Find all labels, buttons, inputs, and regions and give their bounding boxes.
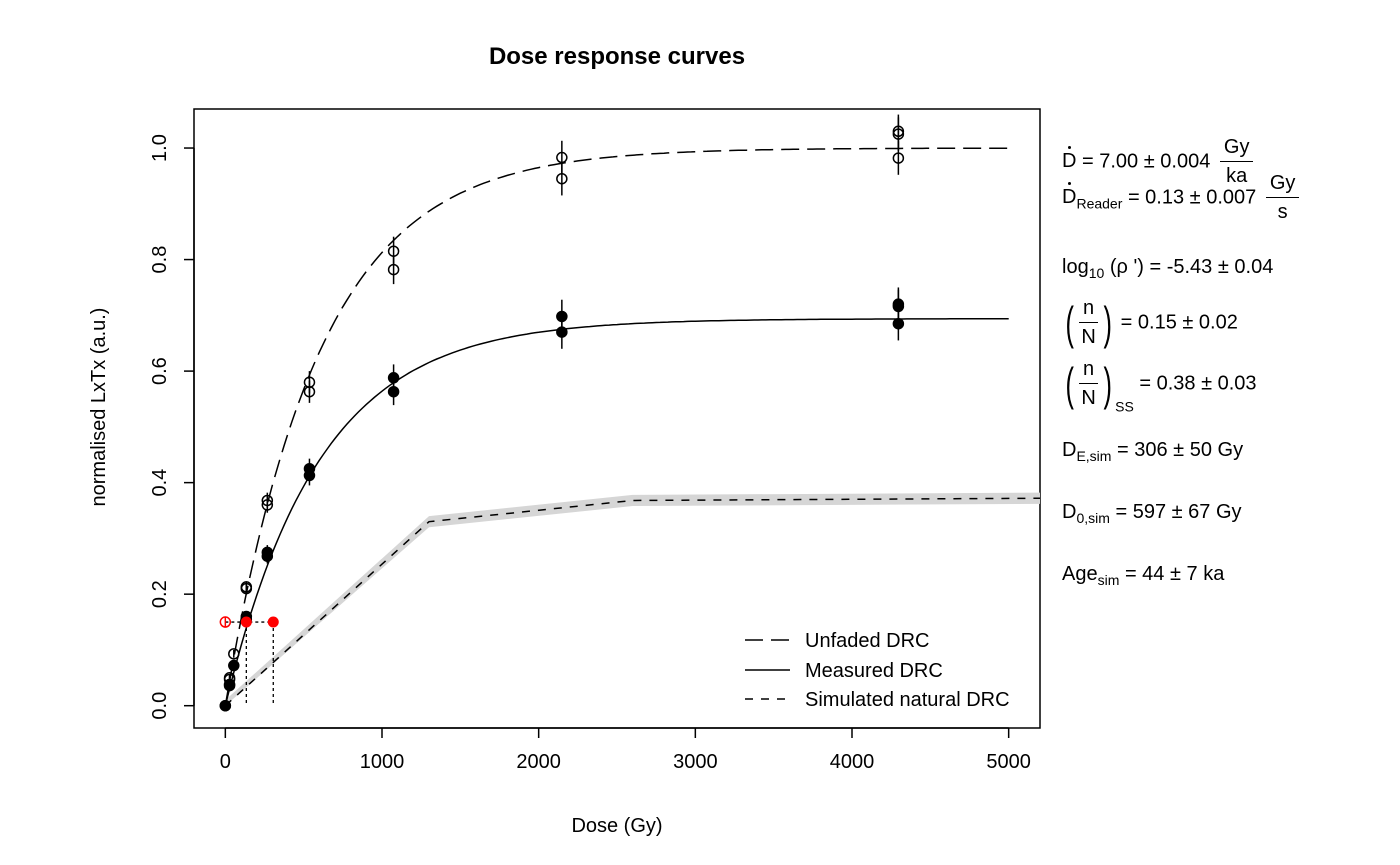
- annotation-d0-sim: D0,sim = 597 ± 67 Gy: [1062, 501, 1242, 526]
- dose-rate-value: = 7.00 ± 0.004: [1082, 150, 1211, 173]
- nN-ss-num: n: [1078, 358, 1099, 384]
- unfaded-point-2: [223, 672, 236, 684]
- x-axis-label: Dose (Gy): [571, 815, 662, 837]
- annotation-dose-rate: D = 7.00 ± 0.004 Gy ka: [1062, 136, 1254, 188]
- x-tick-label-4: 4000: [830, 751, 875, 773]
- dose-rate-unit-den: ka: [1226, 165, 1248, 187]
- unfaded-point-11: [387, 245, 400, 257]
- measured-point-11: [387, 372, 400, 384]
- age-sim-sub: sim: [1097, 572, 1120, 588]
- y-tick-label-5: 1.0: [149, 134, 171, 162]
- reader-rate-unit-den: s: [1277, 201, 1288, 223]
- measured-de-point: [240, 616, 252, 628]
- unfaded-point-13: [556, 151, 568, 164]
- measured-curve: [224, 318, 1009, 706]
- unfaded-point-0: [219, 699, 232, 712]
- dose-rate-unit-num: Gy: [1219, 136, 1254, 162]
- unfaded-point-9: [303, 376, 316, 389]
- measured-point-13: [556, 310, 568, 323]
- d0-sim-value: = 597 ± 67 Gy: [1115, 501, 1242, 523]
- rho-value: (ρ ') = -5.43 ± 0.04: [1109, 256, 1274, 278]
- x-tick-label-1: 1000: [360, 751, 405, 773]
- de-sim-sub: E,sim: [1076, 448, 1112, 464]
- natural-signal-layer: [219, 616, 279, 706]
- unfaded-point-16: [892, 125, 905, 138]
- dose-rate-symbol: D: [1062, 146, 1077, 173]
- y-tick-label-1: 0.2: [149, 580, 171, 608]
- reader-rate-sub: Reader: [1076, 195, 1123, 212]
- measured-point-3: [228, 659, 240, 672]
- annotation-de-sim: DE,sim = 306 ± 50 Gy: [1062, 439, 1243, 464]
- nN-fraction: ( n N ): [1065, 297, 1112, 349]
- reader-rate-symbol: D: [1062, 182, 1077, 209]
- rho-sub: 10: [1088, 265, 1105, 281]
- annotation-nN-ss: ( n N ) SS = 0.38 ± 0.03: [1062, 358, 1257, 415]
- de-sim-value: = 306 ± 50 Gy: [1117, 439, 1244, 461]
- curve-layer: [224, 147, 1041, 707]
- axes-layer: 0 1000 2000 3000 4000 5000 0.0 0.2 0.4 0.6 0.8 1.0: [149, 134, 1031, 773]
- reader-rate-unit-num: Gy: [1265, 172, 1300, 198]
- d0-sim-symbol: D: [1062, 501, 1077, 523]
- nN-ss-value: = 0.38 ± 0.03: [1139, 372, 1257, 395]
- annotation-rho: log10 (ρ ') = -5.43 ± 0.04: [1062, 256, 1273, 281]
- legend: Unfaded DRC Measured DRC Simulated natur…: [745, 630, 1010, 711]
- legend-simulated-label: Simulated natural DRC: [805, 689, 1010, 711]
- d0-sim-sub: 0,sim: [1076, 510, 1110, 526]
- nN-num: n: [1078, 297, 1099, 323]
- simulated-de-point: [267, 616, 279, 628]
- de-sim-symbol: D: [1062, 439, 1077, 461]
- chart-title: Dose response curves: [489, 43, 745, 70]
- x-tick-label-2: 2000: [516, 751, 561, 773]
- measured-point-16: [892, 298, 905, 310]
- legend-measured-label: Measured DRC: [805, 660, 943, 682]
- y-tick-label-3: 0.6: [149, 357, 171, 385]
- reader-rate-unit: Gy s: [1265, 172, 1300, 224]
- point-layer: [219, 114, 905, 712]
- annotation-nN: ( n N ) = 0.15 ± 0.02: [1062, 297, 1238, 349]
- nN-ss-sub: SS: [1115, 398, 1134, 415]
- legend-unfaded-label: Unfaded DRC: [805, 630, 930, 652]
- annotation-reader-rate: DReader = 0.13 ± 0.007 Gy s: [1062, 172, 1300, 224]
- y-tick-label-2: 0.4: [149, 469, 171, 497]
- x-tick-label-3: 3000: [673, 751, 718, 773]
- annotation-age-sim: Agesim = 44 ± 7 ka: [1062, 563, 1224, 588]
- measured-point-9: [303, 462, 316, 475]
- nN-ss-fraction: ( n N ): [1065, 358, 1112, 410]
- unfaded-curve: [224, 147, 1009, 706]
- age-sim-symbol: Age: [1062, 563, 1098, 585]
- y-tick-label-0: 0.0: [149, 692, 171, 720]
- dose-rate-unit: Gy ka: [1219, 136, 1254, 188]
- measured-point-7: [261, 546, 274, 559]
- natural-open-point: [219, 616, 232, 628]
- reader-rate-value: = 0.13 ± 0.007: [1127, 186, 1257, 209]
- rho-prefix: log: [1062, 256, 1089, 278]
- unfaded-point-14: [892, 152, 905, 164]
- nN-den: N: [1081, 326, 1096, 348]
- y-axis-label: normalised LxTx (a.u.): [88, 308, 110, 507]
- x-tick-label-0: 0: [220, 751, 231, 773]
- x-tick-label-5: 5000: [986, 751, 1031, 773]
- unfaded-point-7: [261, 494, 274, 507]
- unfaded-point-3: [228, 648, 240, 660]
- y-tick-label-4: 0.8: [149, 246, 171, 274]
- unfaded-point-5: [240, 581, 253, 593]
- nN-value: = 0.15 ± 0.02: [1120, 311, 1238, 334]
- age-sim-value: = 44 ± 7 ka: [1124, 563, 1225, 585]
- nN-ss-den: N: [1081, 387, 1096, 409]
